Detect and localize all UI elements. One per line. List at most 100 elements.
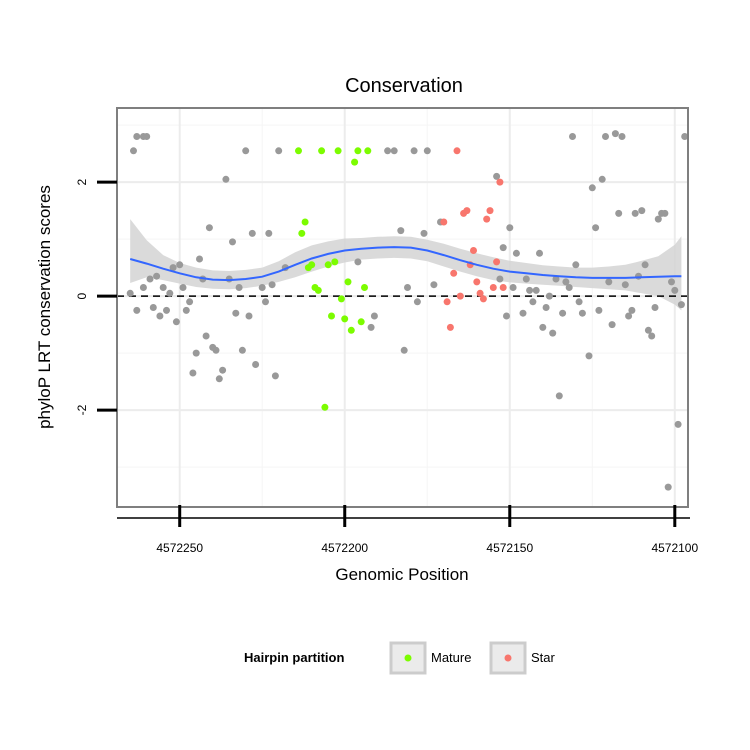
chart-title: Conservation xyxy=(345,75,463,97)
legend-dot-mature xyxy=(404,654,412,662)
data-point-other xyxy=(648,332,656,340)
data-point-other xyxy=(268,281,276,289)
data-point-other xyxy=(126,289,134,297)
grid-lines xyxy=(117,108,688,507)
data-point-other xyxy=(232,309,240,317)
data-point-other xyxy=(176,261,184,269)
data-point-other xyxy=(503,312,510,320)
data-point-other xyxy=(430,281,438,289)
data-point-other xyxy=(404,284,411,291)
x-tick-label: 4572100 xyxy=(651,541,698,555)
data-point-star xyxy=(486,207,494,215)
data-point-other xyxy=(179,284,187,291)
data-point-other xyxy=(608,321,616,329)
data-point-other xyxy=(638,207,646,215)
data-point-other xyxy=(390,147,398,155)
data-point-other xyxy=(651,304,659,311)
x-tick-label: 4572250 xyxy=(156,541,203,555)
data-point-other xyxy=(555,392,563,400)
data-point-star xyxy=(479,295,487,303)
data-point-other xyxy=(153,272,161,280)
data-point-other xyxy=(275,147,283,155)
data-point-other xyxy=(413,298,421,306)
x-tick-label: 4572200 xyxy=(321,541,368,555)
data-point-other xyxy=(384,147,392,155)
data-point-other xyxy=(671,286,679,294)
data-point-other xyxy=(585,352,593,360)
data-point-star xyxy=(496,178,504,186)
data-point-mature xyxy=(347,326,355,334)
data-point-other xyxy=(575,298,583,306)
data-point-mature xyxy=(328,312,335,320)
smooth-line xyxy=(129,246,682,282)
data-point-other xyxy=(605,278,613,286)
panel-border xyxy=(116,107,689,508)
data-point-other xyxy=(552,275,560,283)
data-point-other xyxy=(423,147,431,155)
data-point-mature xyxy=(314,286,322,294)
data-point-other xyxy=(493,172,501,180)
data-point-other xyxy=(166,289,174,297)
legend-label-mature: Mature xyxy=(431,650,471,665)
data-point-other xyxy=(496,275,504,283)
data-point-mature xyxy=(334,147,342,155)
data-point-star xyxy=(473,278,481,286)
data-point-other xyxy=(238,346,246,354)
data-point-other xyxy=(172,318,180,326)
data-point-mature xyxy=(364,147,372,155)
legend-dot-star xyxy=(504,654,512,662)
data-point-mature xyxy=(298,229,306,237)
data-point-other xyxy=(420,229,428,237)
data-point-other xyxy=(139,284,147,291)
data-point-star xyxy=(493,258,501,266)
data-point-other xyxy=(205,224,213,232)
data-point-mature xyxy=(331,258,339,266)
data-point-other xyxy=(618,133,626,140)
data-point-star xyxy=(443,298,451,306)
data-point-other xyxy=(202,332,210,340)
data-point-mature xyxy=(337,295,345,303)
confidence-ribbon xyxy=(130,219,682,311)
data-point-other xyxy=(674,420,682,428)
data-point-other xyxy=(526,286,534,294)
data-point-other xyxy=(519,309,527,317)
data-point-mature xyxy=(324,261,332,269)
data-point-other xyxy=(631,209,639,217)
data-point-other xyxy=(169,264,177,272)
data-point-other xyxy=(588,184,596,192)
data-point-other xyxy=(354,258,362,266)
data-point-other xyxy=(212,346,220,354)
data-point-other xyxy=(664,483,672,491)
data-point-other xyxy=(222,175,230,183)
data-point-other xyxy=(532,286,540,294)
legend-label-star: Star xyxy=(531,650,556,665)
data-point-star xyxy=(453,147,461,155)
data-point-other xyxy=(252,361,260,368)
data-point-other xyxy=(400,346,408,354)
data-point-other xyxy=(130,147,137,155)
data-point-mature xyxy=(344,278,352,286)
data-point-other xyxy=(499,244,507,252)
data-point-star xyxy=(450,269,458,277)
legend-key-star xyxy=(489,641,527,675)
data-point-other xyxy=(192,349,200,357)
data-point-other xyxy=(542,304,550,311)
data-point-star xyxy=(470,247,477,254)
data-point-mature xyxy=(321,403,329,411)
data-point-mature xyxy=(295,147,302,155)
data-point-other xyxy=(133,133,141,140)
data-point-other xyxy=(565,284,573,291)
data-point-other xyxy=(258,284,266,291)
data-point-other xyxy=(370,312,378,320)
data-point-mature xyxy=(341,315,349,323)
data-point-other xyxy=(248,229,256,237)
data-point-star xyxy=(499,284,507,291)
data-point-other xyxy=(641,261,649,269)
data-point-other xyxy=(271,372,279,380)
data-point-other xyxy=(189,369,197,377)
data-point-other xyxy=(219,366,227,374)
data-point-other xyxy=(265,229,273,237)
data-point-other xyxy=(598,175,606,183)
data-point-other xyxy=(615,209,623,217)
data-point-other xyxy=(163,306,170,314)
